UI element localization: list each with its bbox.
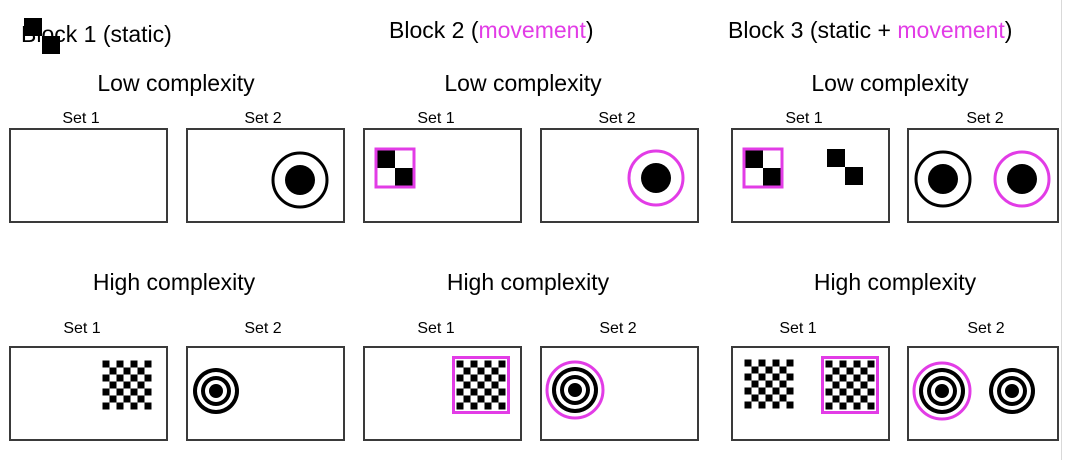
block-2-low-set-2-panel xyxy=(540,128,699,223)
concentric-rings-icon xyxy=(989,368,1035,414)
block-1-high-complexity-label: High complexity xyxy=(92,269,256,295)
block-2-low-set-1-panel xyxy=(363,128,522,223)
block-2-low-set-2-label: Set 2 xyxy=(598,110,636,127)
block-1-low-set-1-label: Set 1 xyxy=(62,110,100,127)
block-3-low-set-1-label: Set 1 xyxy=(785,110,823,127)
block-2-high-set-2-label: Set 2 xyxy=(599,320,637,337)
moving-bullseye-target-icon xyxy=(627,149,685,207)
moving-concentric-rings-icon xyxy=(545,360,605,420)
block-1-high-set-1-panel xyxy=(9,346,168,441)
block-1-high-set-2-panel xyxy=(186,346,345,441)
block-3-low-set-1-panel xyxy=(731,128,890,223)
block-3-low-complexity-label: Low complexity xyxy=(811,70,969,96)
block-1-low-set-2-label: Set 2 xyxy=(244,110,282,127)
checkerboard-fine-icon xyxy=(102,360,152,410)
block-3-high-set-2-panel xyxy=(907,346,1059,441)
block-3-low-set-2-label: Set 2 xyxy=(966,110,1004,127)
block-2-low-set-1-label: Set 1 xyxy=(417,110,455,127)
block-2-high-set-1-label: Set 1 xyxy=(417,320,455,337)
block-1-high-set-2-label: Set 2 xyxy=(244,320,282,337)
block-2-low-complexity-label: Low complexity xyxy=(444,70,602,96)
block-2-high-set-1-panel xyxy=(363,346,522,441)
right-edge-line xyxy=(1061,0,1062,460)
block-1-title: Block 1 (static) xyxy=(21,21,172,47)
block-1-low-set-2-panel xyxy=(186,128,345,223)
block-1-high-set-1-label: Set 1 xyxy=(63,320,101,337)
block-3-high-set-1-label: Set 1 xyxy=(779,320,817,337)
block-3-high-set-2-label: Set 2 xyxy=(967,320,1005,337)
block-3-low-set-2-panel xyxy=(907,128,1059,223)
checkerboard-fine-icon xyxy=(744,359,794,409)
checkerboard-2x2-icon xyxy=(24,18,60,54)
block-1-low-complexity-label: Low complexity xyxy=(97,70,255,96)
moving-checkerboard-2x2-icon xyxy=(742,147,784,189)
block-1-low-set-1-panel xyxy=(9,18,168,223)
moving-concentric-rings-icon xyxy=(912,361,972,421)
moving-checkerboard-2x2-icon xyxy=(374,147,416,189)
moving-bullseye-target-icon xyxy=(993,150,1051,208)
block-3-title: Block 3 (static + movement) xyxy=(728,17,1013,43)
block-3-high-set-1-panel xyxy=(731,346,890,441)
bullseye-target-icon xyxy=(271,151,329,209)
bullseye-target-icon xyxy=(914,150,972,208)
block-2-high-complexity-label: High complexity xyxy=(446,269,610,295)
concentric-rings-icon xyxy=(193,368,239,414)
moving-checkerboard-fine-icon xyxy=(821,356,879,414)
moving-checkerboard-fine-icon xyxy=(452,356,510,414)
block-3-high-complexity-label: High complexity xyxy=(813,269,977,295)
block-2-high-set-2-panel xyxy=(540,346,699,441)
block-2-title: Block 2 (movement) xyxy=(389,17,594,43)
checkerboard-2x2-icon xyxy=(827,149,863,185)
